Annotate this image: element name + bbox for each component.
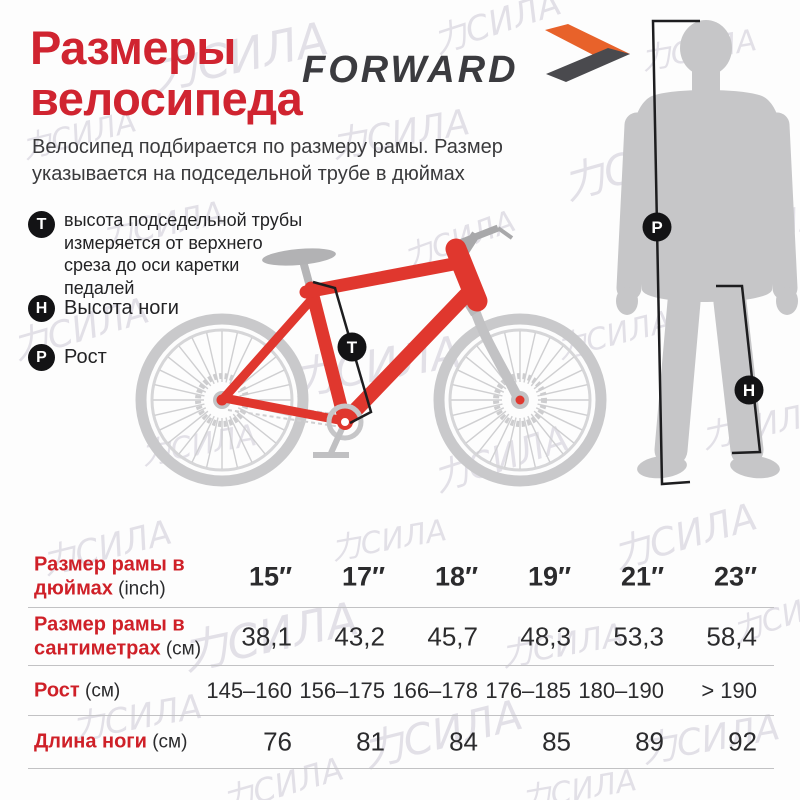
- row-label-unit: (см): [79, 680, 121, 701]
- row-label: Длина ноги (см): [34, 730, 244, 755]
- front-wheel: [433, 313, 607, 487]
- logo-arrow-icon: [545, 24, 630, 82]
- table-cell: > 190: [701, 677, 757, 703]
- table-cell: 23″: [714, 561, 757, 591]
- table-cell: 58,4: [706, 621, 757, 651]
- table-cell: 81: [356, 726, 385, 757]
- page-title: Размеры велосипеда: [30, 21, 303, 125]
- table-cell: 43,2: [334, 621, 385, 651]
- table-cell: 17″: [342, 561, 385, 591]
- table-row: Рост (см) 145–160 156–175 166–178 176–185 180…: [28, 666, 774, 716]
- legend-marker-seat-tube: T: [28, 211, 55, 238]
- row-label-name: Длина ноги: [34, 730, 147, 753]
- leg-measurement: H: [716, 284, 764, 455]
- table-row: Размер рамы в дюймах (inch) 15″ 17″ 18″ 19″ 2…: [28, 546, 774, 608]
- svg-text:H: H: [743, 381, 755, 400]
- legend-text-seat-tube: высота подседельной трубы измеряется от …: [64, 210, 303, 298]
- bottom-bracket: [337, 414, 353, 430]
- table-cell: 15″: [249, 561, 292, 591]
- table-cell: 48,3: [520, 621, 571, 651]
- table-cell: 85: [542, 726, 571, 757]
- legend-text-height: Рост: [64, 346, 107, 368]
- brand-logo: FORWARD: [302, 24, 634, 106]
- row-label: Рост (см): [34, 678, 244, 703]
- table-cell: 38,1: [241, 621, 292, 651]
- leg-marker-badge: [734, 375, 764, 405]
- table-cell: 18″: [435, 561, 478, 591]
- size-table: Размер рамы в дюймах (inch) 15″ 17″ 18″ 19″ 2…: [28, 546, 774, 769]
- table-cell: 145–160: [206, 677, 292, 703]
- svg-text:P: P: [651, 218, 662, 237]
- svg-text:T: T: [347, 338, 358, 357]
- subtitle: Велосипед подбирается по размеру рамы. Р…: [32, 136, 503, 185]
- legend-marker-height: P: [28, 344, 55, 371]
- table-cell: 45,7: [427, 621, 478, 651]
- table-cell: 166–178: [392, 677, 478, 703]
- saddle: [262, 248, 336, 266]
- table-cell: 92: [728, 726, 757, 757]
- table-row: Размер рамы в сантиметрах (см) 38,1 43,2 45…: [28, 608, 774, 666]
- row-label-name: Размер рамы в сантиметрах: [34, 613, 185, 659]
- seat-tube-marker-badge: [337, 332, 367, 362]
- height-measurement: P: [642, 19, 700, 486]
- height-marker-badge: [642, 212, 672, 242]
- seat-tube-measurement: T: [312, 280, 373, 425]
- row-label-unit: (см): [160, 638, 202, 659]
- row-label: Размер рамы в дюймах (inch): [34, 552, 244, 601]
- table-cell: 19″: [528, 561, 571, 591]
- legend-marker-leg: H: [28, 295, 55, 322]
- row-label-name: Размер рамы в дюймах: [34, 553, 185, 599]
- row-label-unit: (см): [146, 731, 188, 753]
- table-cell: 176–185: [485, 677, 571, 703]
- table-cell: 156–175: [299, 677, 385, 703]
- row-label-name: Рост: [34, 679, 80, 701]
- row-label: Размер рамы в сантиметрах (см): [34, 612, 244, 661]
- table-cell: 89: [635, 726, 664, 757]
- table-cell: 180–190: [578, 677, 664, 703]
- table-cell: 84: [449, 726, 478, 757]
- forward-wordmark: FORWARD: [302, 49, 519, 91]
- row-label-unit: (inch): [112, 578, 166, 599]
- table-row: Длина ноги (см) 76 81 84 85 89 92: [28, 716, 774, 769]
- table-cell: 76: [263, 726, 292, 757]
- table-cell: 53,3: [613, 621, 664, 651]
- table-cell: 21″: [621, 561, 664, 591]
- legend-text-leg: Высота ноги: [64, 297, 179, 319]
- person-silhouette: [616, 20, 798, 479]
